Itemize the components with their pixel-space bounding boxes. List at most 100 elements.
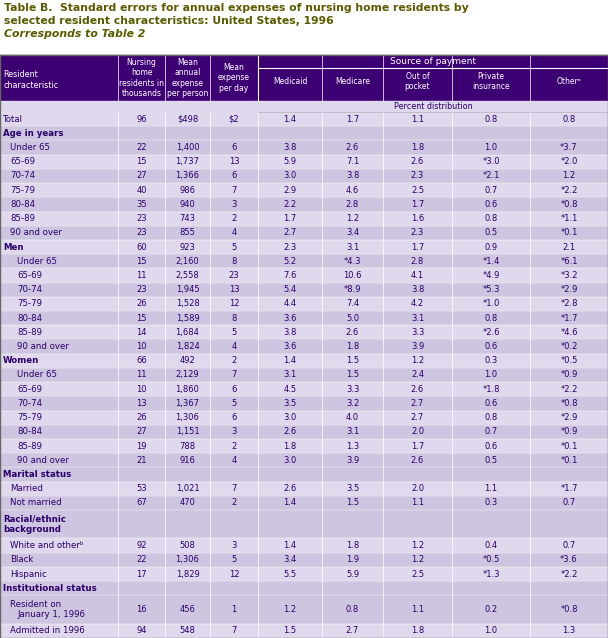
Text: 743: 743 xyxy=(179,214,196,223)
Bar xyxy=(0,482,608,496)
Text: 0.8: 0.8 xyxy=(485,214,497,223)
Text: 23: 23 xyxy=(136,214,147,223)
Text: 85-89: 85-89 xyxy=(17,441,42,450)
Text: 75-79: 75-79 xyxy=(10,186,35,195)
Text: 27: 27 xyxy=(136,172,147,181)
Text: 60: 60 xyxy=(136,242,147,251)
Text: 40: 40 xyxy=(136,186,147,195)
Text: 66: 66 xyxy=(136,356,147,366)
Text: Under 65: Under 65 xyxy=(17,371,57,380)
Text: 0.3: 0.3 xyxy=(485,498,497,507)
Text: 2: 2 xyxy=(232,214,237,223)
Text: 940: 940 xyxy=(179,200,195,209)
Text: 7: 7 xyxy=(231,186,237,195)
Text: 1.2: 1.2 xyxy=(346,214,359,223)
Text: 2.9: 2.9 xyxy=(283,186,297,195)
Text: 26: 26 xyxy=(136,413,147,422)
Bar xyxy=(0,496,608,510)
Text: 35: 35 xyxy=(136,200,147,209)
Text: 1.7: 1.7 xyxy=(411,242,424,251)
Bar xyxy=(0,140,608,154)
Text: 1,684: 1,684 xyxy=(176,328,199,337)
Text: 12: 12 xyxy=(229,570,240,579)
Text: 4.5: 4.5 xyxy=(283,385,297,394)
Bar xyxy=(0,226,608,240)
Text: 1,306: 1,306 xyxy=(176,413,199,422)
Bar xyxy=(0,567,608,581)
Text: 4: 4 xyxy=(232,456,237,465)
Text: 2.7: 2.7 xyxy=(411,399,424,408)
Text: 6: 6 xyxy=(231,143,237,152)
Text: 1.8: 1.8 xyxy=(283,441,297,450)
Text: 0.6: 0.6 xyxy=(485,441,497,450)
Text: Marital status: Marital status xyxy=(3,470,71,479)
Bar xyxy=(0,339,608,353)
Text: 456: 456 xyxy=(179,605,195,614)
Text: 2,558: 2,558 xyxy=(176,271,199,280)
Bar xyxy=(0,297,608,311)
Text: Percent distribution: Percent distribution xyxy=(394,102,472,111)
Text: Admitted in 1996: Admitted in 1996 xyxy=(10,627,85,635)
Text: 13: 13 xyxy=(229,285,240,294)
Text: 1.9: 1.9 xyxy=(346,555,359,564)
Text: 7.6: 7.6 xyxy=(283,271,297,280)
Text: 2.6: 2.6 xyxy=(283,427,297,436)
Text: Medicaid: Medicaid xyxy=(273,77,307,86)
Text: 14: 14 xyxy=(136,328,147,337)
Text: 470: 470 xyxy=(179,498,195,507)
Text: 3.8: 3.8 xyxy=(283,143,297,152)
Text: 1.8: 1.8 xyxy=(346,342,359,351)
Text: 855: 855 xyxy=(179,228,195,237)
Text: 923: 923 xyxy=(179,242,195,251)
Text: 2.1: 2.1 xyxy=(562,242,576,251)
Text: 16: 16 xyxy=(136,605,147,614)
Text: 2,129: 2,129 xyxy=(176,371,199,380)
Text: 21: 21 xyxy=(136,456,147,465)
Text: 15: 15 xyxy=(136,157,147,167)
Text: 3.1: 3.1 xyxy=(346,427,359,436)
Text: 2.8: 2.8 xyxy=(346,200,359,209)
Text: 2.6: 2.6 xyxy=(411,385,424,394)
Text: 85-89: 85-89 xyxy=(10,214,35,223)
Text: Hispanic: Hispanic xyxy=(10,570,47,579)
Text: 5: 5 xyxy=(232,242,237,251)
Text: 0.6: 0.6 xyxy=(485,399,497,408)
Text: *0.2: *0.2 xyxy=(561,342,578,351)
Text: 3.2: 3.2 xyxy=(346,399,359,408)
Text: 13: 13 xyxy=(229,157,240,167)
Text: 0.8: 0.8 xyxy=(485,115,497,124)
Text: *0.1: *0.1 xyxy=(561,228,578,237)
Text: 8: 8 xyxy=(231,314,237,323)
Text: 6: 6 xyxy=(231,385,237,394)
Text: 0.5: 0.5 xyxy=(485,228,497,237)
Text: 13: 13 xyxy=(136,399,147,408)
Text: *2.6: *2.6 xyxy=(482,328,500,337)
Text: 94: 94 xyxy=(136,627,147,635)
Text: Mean
annual
expense
per person: Mean annual expense per person xyxy=(167,58,208,98)
Text: *1.8: *1.8 xyxy=(482,385,500,394)
Text: 1.8: 1.8 xyxy=(346,541,359,550)
Text: 3.3: 3.3 xyxy=(346,385,359,394)
Text: *8.9: *8.9 xyxy=(344,285,361,294)
Text: 2.7: 2.7 xyxy=(411,413,424,422)
Text: 1,945: 1,945 xyxy=(176,285,199,294)
Text: 492: 492 xyxy=(179,356,195,366)
Text: 3.1: 3.1 xyxy=(411,314,424,323)
Text: *3.6: *3.6 xyxy=(560,555,578,564)
Bar xyxy=(0,212,608,226)
Text: 4.0: 4.0 xyxy=(346,413,359,422)
Bar xyxy=(0,439,608,453)
Text: 3.8: 3.8 xyxy=(411,285,424,294)
Text: 2: 2 xyxy=(232,441,237,450)
Text: 70-74: 70-74 xyxy=(17,399,42,408)
Text: Under 65: Under 65 xyxy=(10,143,50,152)
Text: January 1, 1996: January 1, 1996 xyxy=(17,610,85,619)
Text: 3.3: 3.3 xyxy=(411,328,424,337)
Text: *3.2: *3.2 xyxy=(560,271,578,280)
Text: 22: 22 xyxy=(136,143,147,152)
Bar xyxy=(0,269,608,283)
Text: 10: 10 xyxy=(136,342,147,351)
Text: *0.9: *0.9 xyxy=(561,371,578,380)
Text: 0.6: 0.6 xyxy=(485,200,497,209)
Text: 2,160: 2,160 xyxy=(176,256,199,266)
